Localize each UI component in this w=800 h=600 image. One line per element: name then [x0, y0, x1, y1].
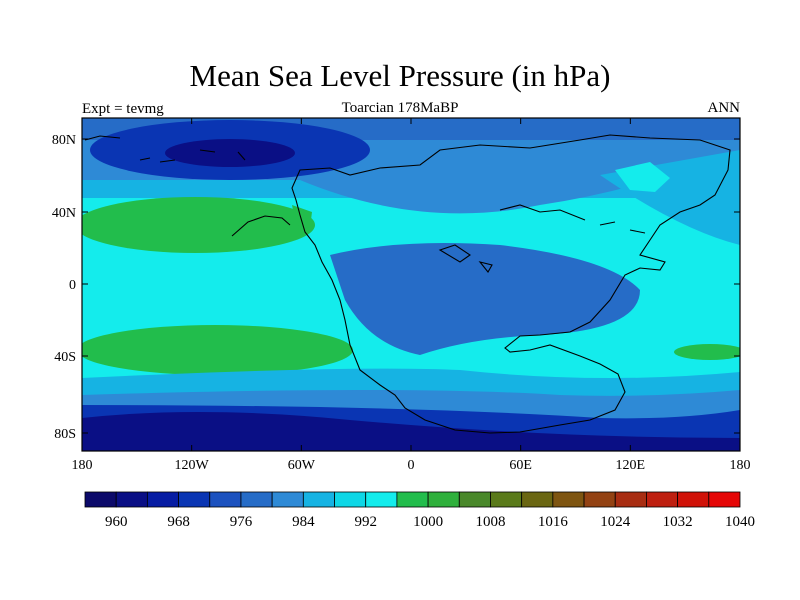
colorbar-swatch — [614, 491, 647, 508]
colorbar-label: 1016 — [538, 514, 569, 530]
colorbar-swatch — [334, 491, 367, 508]
south-deep-low — [82, 411, 740, 451]
north-deep-low — [165, 139, 295, 167]
colorbar-swatch — [115, 491, 148, 508]
colorbar-swatch — [178, 491, 211, 508]
colorbar-label: 1000 — [413, 514, 443, 530]
colorbar-swatch — [521, 491, 554, 508]
experiment-label: Expt = tevmg — [82, 101, 164, 117]
colorbar-swatch — [396, 491, 429, 508]
colorbar-label: 984 — [292, 514, 315, 530]
north-high — [82, 197, 315, 253]
colorbar-swatch — [209, 491, 242, 508]
coastlines — [84, 134, 731, 434]
colorbar-swatch — [427, 491, 460, 508]
colorbar-swatch — [302, 491, 335, 508]
colorbar-swatch — [677, 491, 710, 508]
equatorial-low — [330, 242, 640, 355]
season-label: ANN — [707, 100, 741, 116]
lat-tick-label: 80N — [52, 133, 76, 148]
colorbar-label: 976 — [230, 514, 253, 530]
colorbar-swatch — [365, 491, 398, 508]
lat-tick-label: 40N — [52, 206, 76, 221]
longitude-labels: 180 120W 60W 0 60E 120E 180 — [72, 458, 751, 473]
lon-tick-label: 120E — [616, 458, 646, 473]
south-high-east — [674, 344, 740, 360]
lon-tick-label: 60E — [509, 458, 532, 473]
north-mid-lobe — [300, 118, 740, 214]
colorbar-swatch — [552, 491, 585, 508]
colorbar-label: 1024 — [600, 514, 631, 530]
lon-tick-label: 60W — [288, 458, 316, 473]
period-label: Toarcian 178MaBP — [341, 100, 459, 116]
western-arc-coast — [231, 215, 291, 237]
colorbar-swatch — [146, 491, 179, 508]
lat-tick-label: 0 — [69, 278, 76, 293]
colorbar — [84, 491, 741, 508]
colorbar-swatch — [271, 491, 304, 508]
latitude-labels: 80N 40N 0 40S 80S — [52, 133, 76, 442]
colorbar-swatch — [490, 491, 523, 508]
colorbar-labels: 960 968 976 984 992 1000 1008 1016 1024 1032 1040 — [105, 514, 755, 530]
north-high-small — [292, 205, 312, 228]
colorbar-label: 992 — [354, 514, 377, 530]
axis-ticks — [81, 118, 741, 451]
lon-tick-label: 180 — [72, 458, 93, 473]
colorbar-label: 1032 — [663, 514, 693, 530]
tethys-islands — [499, 204, 646, 234]
colorbar-label: 960 — [105, 514, 128, 530]
map-title: Mean Sea Level Pressure (in hPa) — [189, 58, 611, 93]
inner-lake-coast — [438, 244, 493, 273]
lon-tick-label: 180 — [730, 458, 751, 473]
colorbar-label: 1040 — [725, 514, 755, 530]
colorbar-swatch — [583, 491, 616, 508]
lon-tick-label: 120W — [175, 458, 210, 473]
colorbar-swatch — [84, 491, 117, 508]
lon-tick-label: 0 — [408, 458, 415, 473]
pangea-coastline — [291, 134, 731, 434]
colorbar-label: 968 — [167, 514, 190, 530]
colorbar-swatch — [708, 491, 741, 508]
lat-tick-label: 40S — [54, 350, 76, 365]
pressure-field — [82, 118, 740, 451]
south-high — [82, 325, 353, 375]
north-cyan-patch — [615, 162, 670, 192]
lat-tick-label: 80S — [54, 427, 76, 442]
colorbar-swatch — [646, 491, 679, 508]
colorbar-swatch — [458, 491, 491, 508]
colorbar-swatch — [240, 491, 273, 508]
colorbar-label: 1008 — [475, 514, 505, 530]
northern-islands — [84, 135, 246, 163]
